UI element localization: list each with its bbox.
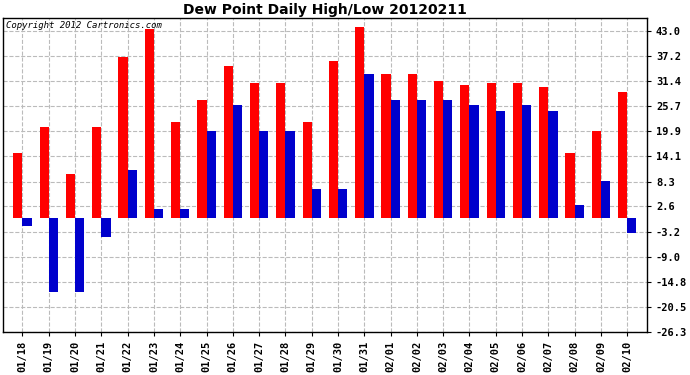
Bar xyxy=(276,83,286,218)
Bar xyxy=(259,131,268,218)
Bar xyxy=(23,218,32,226)
Bar xyxy=(592,131,601,218)
Bar xyxy=(197,100,206,218)
Bar xyxy=(495,111,505,218)
Bar xyxy=(391,100,400,218)
Bar xyxy=(338,189,347,218)
Bar xyxy=(75,218,84,291)
Bar xyxy=(128,170,137,218)
Bar xyxy=(206,131,216,218)
Bar xyxy=(627,218,636,233)
Bar xyxy=(434,81,443,218)
Bar xyxy=(180,209,190,218)
Bar xyxy=(92,126,101,218)
Bar xyxy=(364,74,373,218)
Bar xyxy=(49,218,58,291)
Bar xyxy=(39,126,49,218)
Bar xyxy=(66,174,75,218)
Bar xyxy=(460,85,469,218)
Bar xyxy=(469,105,479,218)
Bar xyxy=(417,100,426,218)
Bar xyxy=(13,153,23,218)
Title: Dew Point Daily High/Low 20120211: Dew Point Daily High/Low 20120211 xyxy=(183,3,467,17)
Bar xyxy=(618,92,627,218)
Bar xyxy=(101,218,110,237)
Bar xyxy=(250,83,259,218)
Bar xyxy=(486,83,495,218)
Bar xyxy=(286,131,295,218)
Bar xyxy=(233,105,242,218)
Bar xyxy=(171,122,180,218)
Bar xyxy=(312,189,321,218)
Bar xyxy=(408,74,417,218)
Bar xyxy=(224,66,233,218)
Bar xyxy=(601,181,610,218)
Bar xyxy=(302,122,312,218)
Text: Copyright 2012 Cartronics.com: Copyright 2012 Cartronics.com xyxy=(6,21,162,30)
Bar xyxy=(443,100,453,218)
Bar xyxy=(329,62,338,218)
Bar xyxy=(355,27,364,218)
Bar xyxy=(513,83,522,218)
Bar xyxy=(145,29,154,218)
Bar xyxy=(549,111,558,218)
Bar xyxy=(154,209,163,218)
Bar xyxy=(522,105,531,218)
Bar xyxy=(565,153,575,218)
Bar xyxy=(382,74,391,218)
Bar xyxy=(119,57,128,218)
Bar xyxy=(539,87,549,218)
Bar xyxy=(575,205,584,218)
